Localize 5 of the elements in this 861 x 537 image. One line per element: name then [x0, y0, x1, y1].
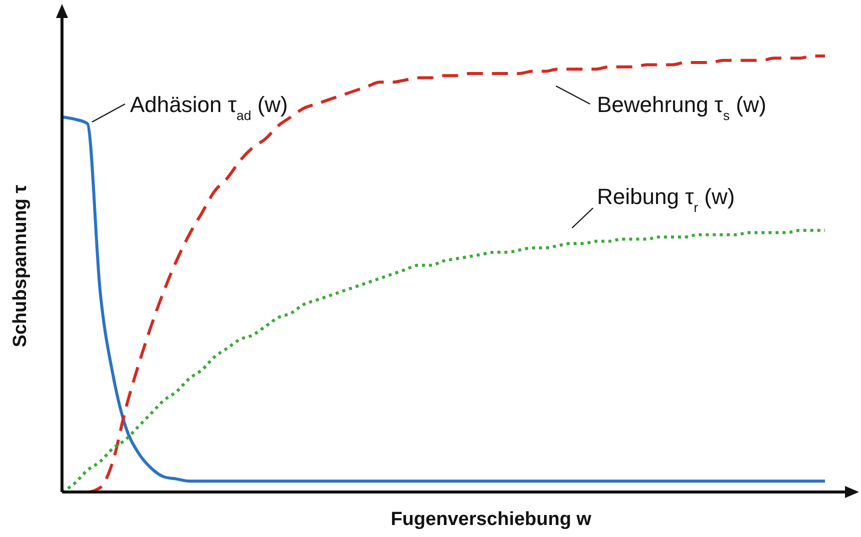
- series-label: Bewehrung τ$_{s}$ (w): [597, 92, 766, 122]
- x-axis-title: Fugenverschiebung w: [390, 509, 592, 530]
- y-axis-title: Schubspannung τ: [10, 184, 31, 348]
- series-label: Adhäsion τ$_{ad}$ (w): [130, 92, 288, 122]
- series-label: Reibung τ$_{r}$ (w): [597, 184, 735, 214]
